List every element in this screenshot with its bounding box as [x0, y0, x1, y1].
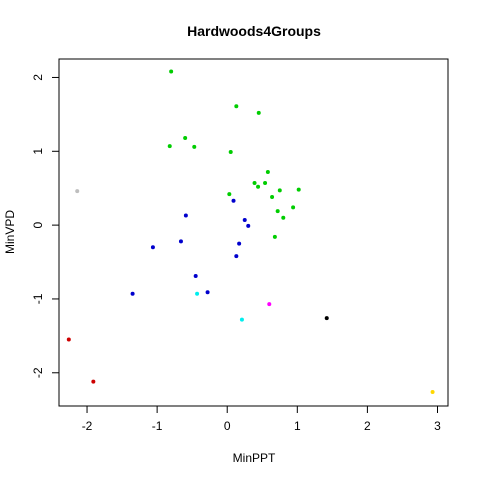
x-tick-label: -1 [152, 419, 163, 433]
x-tick-label: 1 [294, 419, 301, 433]
data-point [263, 181, 268, 186]
data-point [256, 184, 261, 189]
data-point [130, 291, 135, 296]
y-tick-label: -2 [31, 367, 45, 378]
data-point [234, 104, 239, 109]
data-point [169, 69, 174, 74]
x-tick-label: -2 [82, 419, 93, 433]
data-point [183, 135, 188, 140]
data-point [167, 144, 172, 149]
data-point [272, 234, 277, 239]
data-point [242, 217, 247, 222]
data-point [227, 192, 232, 197]
data-point [265, 169, 270, 174]
data-point [193, 274, 198, 279]
plot-frame [58, 58, 449, 407]
data-point [256, 110, 261, 115]
data-point [430, 389, 435, 394]
data-point [234, 254, 239, 259]
data-point [150, 245, 155, 250]
data-point [246, 223, 251, 228]
y-tick-label: 2 [31, 74, 45, 81]
x-axis: -2 -1 0 1 2 3 [82, 406, 441, 433]
data-point [183, 213, 188, 218]
data-point [205, 290, 210, 295]
data-point [324, 316, 329, 321]
data-point [195, 291, 200, 296]
x-tick-label: 3 [434, 419, 441, 433]
data-point [270, 195, 275, 200]
data-point [228, 150, 233, 155]
data-point [296, 187, 301, 192]
x-tick-label: 0 [224, 419, 231, 433]
y-axis-label: MinVPD [3, 210, 17, 254]
x-tick-label: 2 [364, 419, 371, 433]
data-point [239, 317, 244, 322]
data-point [277, 188, 282, 193]
data-point [281, 215, 286, 220]
x-axis-label: MinPPT [233, 451, 276, 465]
y-tick-label: 0 [31, 221, 45, 228]
data-point [237, 241, 242, 246]
data-point [91, 379, 96, 384]
y-axis: -2 -1 0 1 2 [31, 74, 59, 378]
data-point [252, 181, 257, 186]
data-point [275, 209, 280, 214]
y-tick-label: 1 [31, 148, 45, 155]
data-point [66, 337, 71, 342]
data-point [231, 198, 236, 203]
data-points [66, 69, 435, 394]
data-point [75, 189, 80, 194]
data-point [192, 144, 197, 149]
data-point [267, 302, 272, 307]
data-point [291, 205, 296, 210]
chart-title: Hardwoods4Groups [187, 23, 321, 39]
y-tick-label: -1 [31, 293, 45, 304]
data-point [178, 239, 183, 244]
